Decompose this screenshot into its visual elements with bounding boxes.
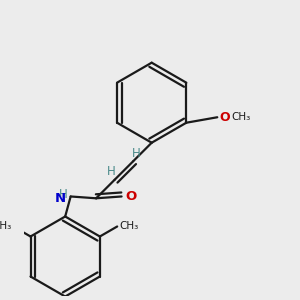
Text: CH₃: CH₃ [231,112,250,122]
Text: H: H [132,147,140,160]
Text: N: N [55,192,66,205]
Text: CH₃: CH₃ [0,221,11,232]
Text: CH₃: CH₃ [119,221,138,232]
Text: H: H [107,165,116,178]
Text: O: O [125,190,136,203]
Text: H: H [59,188,68,201]
Text: O: O [219,111,230,124]
